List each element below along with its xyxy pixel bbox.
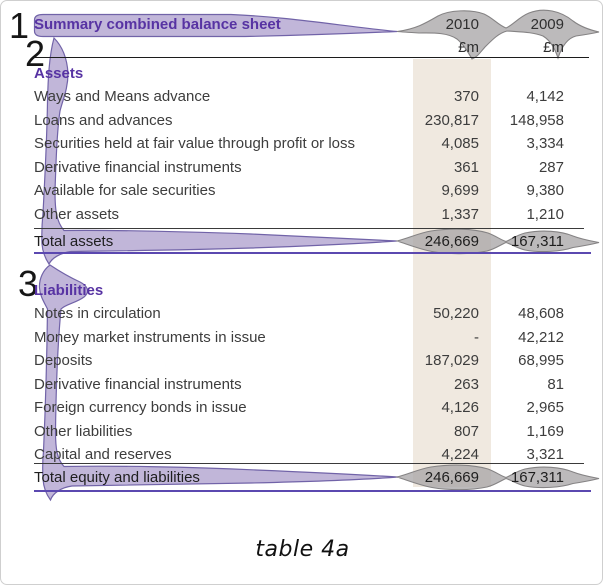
column-header-2010: 2010: [445, 16, 479, 33]
column-header-2009: 2009: [530, 16, 564, 33]
annotation-blob-assets: [41, 36, 398, 266]
table-row: Derivative financial instruments 361 287: [34, 156, 564, 180]
header-rule: [34, 57, 589, 58]
cell-2009: 81: [547, 375, 564, 393]
table-row: Foreign currency bonds in issue 4,126 2,96…: [34, 396, 564, 420]
cell-2009: 3,321: [526, 446, 564, 464]
cell-2009: 48,608: [518, 305, 564, 323]
callout-label-2: 2: [25, 33, 46, 74]
cell-2009: 9,380: [526, 182, 564, 200]
cell-2010: 187,029: [424, 352, 479, 370]
cell-2010: 807: [453, 422, 479, 440]
assets-rows: Ways and Means advance 370 4,142 Loans and …: [34, 85, 564, 226]
table-row: Available for sale securities 9,699 9,380: [34, 179, 564, 203]
annotation-blob-title: [33, 13, 398, 38]
row-label: Loans and advances: [34, 111, 173, 129]
cell-2009: 287: [538, 158, 564, 176]
row-label: Derivative financial instruments: [34, 375, 242, 393]
cell-2010: 1,337: [441, 205, 479, 223]
row-label: Available for sale securities: [34, 182, 216, 200]
table-units-row: £m £m: [34, 37, 564, 57]
table-row: Other liabilities 807 1,169: [34, 420, 564, 444]
table-row: Derivative financial instruments 263 81: [34, 373, 564, 397]
total-assets-row: Total assets 246,669 167,311: [34, 230, 564, 253]
cell-2009: 3,334: [526, 135, 564, 153]
table-row: Loans and advances 230,817 148,958: [34, 109, 564, 133]
cell-2010: 370: [453, 88, 479, 106]
total-liabilities-2009: 167,311: [510, 469, 564, 486]
total-liabilities-top-rule: [34, 463, 584, 464]
cell-2010: -: [474, 328, 479, 346]
table-row: Other assets 1,337 1,210: [34, 203, 564, 227]
cell-2009: 2,965: [526, 399, 564, 417]
table-row: Securities held at fair value through pr…: [34, 132, 564, 156]
cell-2009: 148,958: [509, 111, 564, 129]
row-label: Capital and reserves: [34, 446, 172, 464]
total-assets-2009: 167,311: [510, 233, 564, 250]
row-label: Deposits: [34, 352, 93, 370]
cell-2009: 68,995: [518, 352, 564, 370]
total-assets-top-rule: [34, 228, 584, 229]
section-heading-liabilities: Liabilities: [34, 281, 104, 299]
table-header-row: Summary combined balance sheet 2010 2009: [34, 13, 564, 36]
cell-2010: 230,817: [424, 111, 479, 129]
total-liabilities-underline: [34, 490, 591, 492]
cell-2009: 1,169: [526, 422, 564, 440]
total-assets-underline: [34, 252, 591, 254]
cell-2010: 263: [453, 375, 479, 393]
row-label: Ways and Means advance: [34, 88, 211, 106]
section-heading-assets: Assets: [34, 64, 84, 82]
row-label: Foreign currency bonds in issue: [34, 399, 247, 417]
unit-label-2010: £m: [458, 38, 479, 56]
cell-2009: 42,212: [518, 328, 564, 346]
annotation-blob-total-liabilities: [394, 464, 600, 491]
row-label: Securities held at fair value through pr…: [34, 135, 355, 153]
callout-label-3: 3: [18, 263, 39, 304]
column-highlight-2010: [413, 59, 491, 487]
table-row: Ways and Means advance 370 4,142: [34, 85, 564, 109]
table-row: Capital and reserves 4,224 3,321: [34, 443, 564, 467]
row-label: Notes in circulation: [34, 305, 161, 323]
cell-2010: 9,699: [441, 182, 479, 200]
row-label: Other assets: [34, 205, 120, 223]
cell-2010: 50,220: [433, 305, 479, 323]
total-assets-label: Total assets: [34, 233, 114, 250]
table-row: Money market instruments in issue - 42,212: [34, 326, 564, 350]
cell-2010: 361: [453, 158, 479, 176]
cell-2010: 4,224: [441, 446, 479, 464]
cell-2010: 4,085: [441, 135, 479, 153]
table-title: Summary combined balance sheet: [34, 16, 281, 33]
row-label: Other liabilities: [34, 422, 133, 440]
row-label: Derivative financial instruments: [34, 158, 242, 176]
total-liabilities-label: Total equity and liabilities: [34, 469, 200, 486]
cell-2009: 4,142: [526, 88, 564, 106]
section-assets: Assets Ways and Means advance 370 4,142 Loa…: [34, 61, 564, 226]
liabilities-rows: Notes in circulation 50,220 48,608 Money ma…: [34, 302, 564, 467]
figure-caption: table 4a: [255, 537, 350, 562]
unit-label-2009: £m: [543, 38, 564, 56]
total-assets-2010: 246,669: [424, 233, 479, 250]
cell-2009: 1,210: [526, 205, 564, 223]
cell-2010: 4,126: [441, 399, 479, 417]
row-label: Money market instruments in issue: [34, 328, 266, 346]
annotation-blob-liabilities: [38, 264, 399, 502]
table-row: Notes in circulation 50,220 48,608: [34, 302, 564, 326]
callout-label-1: 1: [9, 5, 30, 46]
total-liabilities-row: Total equity and liabilities 246,669 167…: [34, 466, 564, 489]
table-row: Deposits 187,029 68,995: [34, 349, 564, 373]
annotation-blob-years: [396, 9, 600, 60]
annotation-blob-total-assets: [394, 228, 600, 255]
section-liabilities: Liabilities Notes in circulation 50,220 48…: [34, 278, 564, 467]
total-liabilities-2010: 246,669: [424, 469, 479, 486]
